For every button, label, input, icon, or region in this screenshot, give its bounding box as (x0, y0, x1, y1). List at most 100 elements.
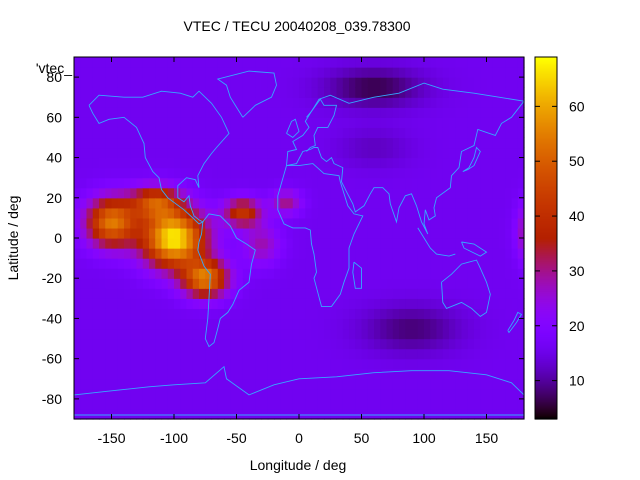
heatmap-cell (267, 227, 275, 239)
heatmap-cell (492, 77, 500, 88)
heatmap-cell (236, 368, 244, 380)
heatmap-cell (274, 288, 281, 299)
heatmap-cell (261, 378, 269, 390)
heatmap-cell (480, 398, 488, 410)
heatmap-cell (311, 298, 319, 309)
heatmap-cell (467, 278, 475, 289)
colorbar-swatch (535, 219, 557, 222)
heatmap-cell (180, 338, 188, 350)
colorbar-swatch (535, 113, 557, 116)
heatmap-cell (142, 238, 150, 249)
heatmap-cell (505, 328, 513, 340)
heatmap-cell (249, 167, 256, 179)
heatmap-cell (511, 328, 519, 340)
heatmap-cell (505, 398, 513, 410)
heatmap-cell (242, 167, 250, 179)
heatmap-cell (105, 308, 113, 320)
colorbar-swatch (535, 303, 557, 306)
heatmap-cell (361, 338, 369, 350)
heatmap-cell (511, 398, 519, 410)
heatmap-cell (467, 77, 475, 88)
heatmap-cell (492, 298, 500, 309)
heatmap-cell (367, 117, 375, 128)
heatmap-cell (111, 177, 119, 189)
heatmap-cell (492, 378, 500, 390)
heatmap-cell (180, 147, 188, 159)
heatmap-cell (505, 227, 513, 239)
colorbar-swatch (535, 403, 557, 406)
heatmap-cell (442, 67, 450, 78)
heatmap-cell (92, 258, 100, 269)
heatmap-cell (474, 147, 481, 159)
x-tick-label: 150 (475, 430, 499, 446)
heatmap-cell (455, 147, 463, 159)
heatmap-cell (124, 238, 131, 249)
heatmap-cell (449, 278, 456, 289)
heatmap-cell (386, 348, 394, 360)
heatmap-cell (361, 187, 369, 199)
heatmap-cell (286, 248, 294, 259)
heatmap-cell (467, 248, 475, 259)
heatmap-cell (511, 278, 519, 289)
heatmap-cell (349, 258, 356, 269)
heatmap-cell (192, 258, 200, 269)
heatmap-cell (367, 197, 375, 209)
heatmap-cell (149, 167, 156, 179)
heatmap-cell (499, 187, 506, 199)
heatmap-cell (186, 217, 194, 229)
heatmap-cell (161, 278, 169, 289)
heatmap-cell (399, 187, 406, 199)
heatmap-cell (442, 137, 450, 149)
heatmap-cell (461, 127, 469, 139)
heatmap-cell (236, 398, 244, 410)
heatmap-cell (405, 328, 413, 340)
heatmap-cell (305, 248, 313, 259)
heatmap-cell (136, 328, 144, 340)
heatmap-cell (292, 67, 300, 78)
heatmap-cell (292, 248, 300, 259)
heatmap-cell (330, 77, 338, 88)
heatmap-cell (136, 238, 144, 249)
heatmap-cell (311, 117, 319, 128)
heatmap-cell (292, 87, 300, 98)
heatmap-cell (336, 67, 344, 78)
heatmap-cell (130, 67, 138, 78)
heatmap-cell (474, 217, 481, 229)
heatmap-cell (142, 408, 150, 420)
heatmap-cell (274, 328, 281, 340)
heatmap-cell (280, 358, 288, 370)
heatmap-cell (380, 358, 388, 370)
heatmap-cell (267, 248, 275, 259)
heatmap-cell (311, 157, 319, 169)
heatmap-cell (455, 197, 463, 209)
heatmap-cell (305, 117, 313, 128)
heatmap-cell (236, 258, 244, 269)
heatmap-cell (192, 57, 200, 68)
heatmap-cell (149, 197, 156, 209)
heatmap-cell (261, 157, 269, 169)
heatmap-cell (124, 348, 131, 360)
heatmap-cell (349, 338, 356, 350)
heatmap-cell (136, 97, 144, 108)
heatmap-cell (492, 308, 500, 320)
heatmap-cell (186, 248, 194, 259)
heatmap-cell (480, 358, 488, 370)
heatmap-cell (399, 358, 406, 370)
heatmap-cell (311, 308, 319, 320)
heatmap-cell (486, 87, 494, 98)
heatmap-cell (374, 217, 381, 229)
heatmap-cell (286, 67, 294, 78)
heatmap-cell (274, 268, 281, 279)
heatmap-cell (361, 107, 369, 118)
heatmap-cell (142, 167, 150, 179)
heatmap-cell (180, 127, 188, 139)
heatmap-cell (480, 388, 488, 400)
heatmap-cell (436, 288, 444, 299)
heatmap-cell (342, 258, 350, 269)
heatmap-cell (249, 187, 256, 199)
heatmap-cell (311, 318, 319, 330)
heatmap-cell (361, 248, 369, 259)
heatmap-cell (436, 57, 444, 68)
heatmap-cell (442, 378, 450, 390)
heatmap-cell (517, 127, 525, 139)
